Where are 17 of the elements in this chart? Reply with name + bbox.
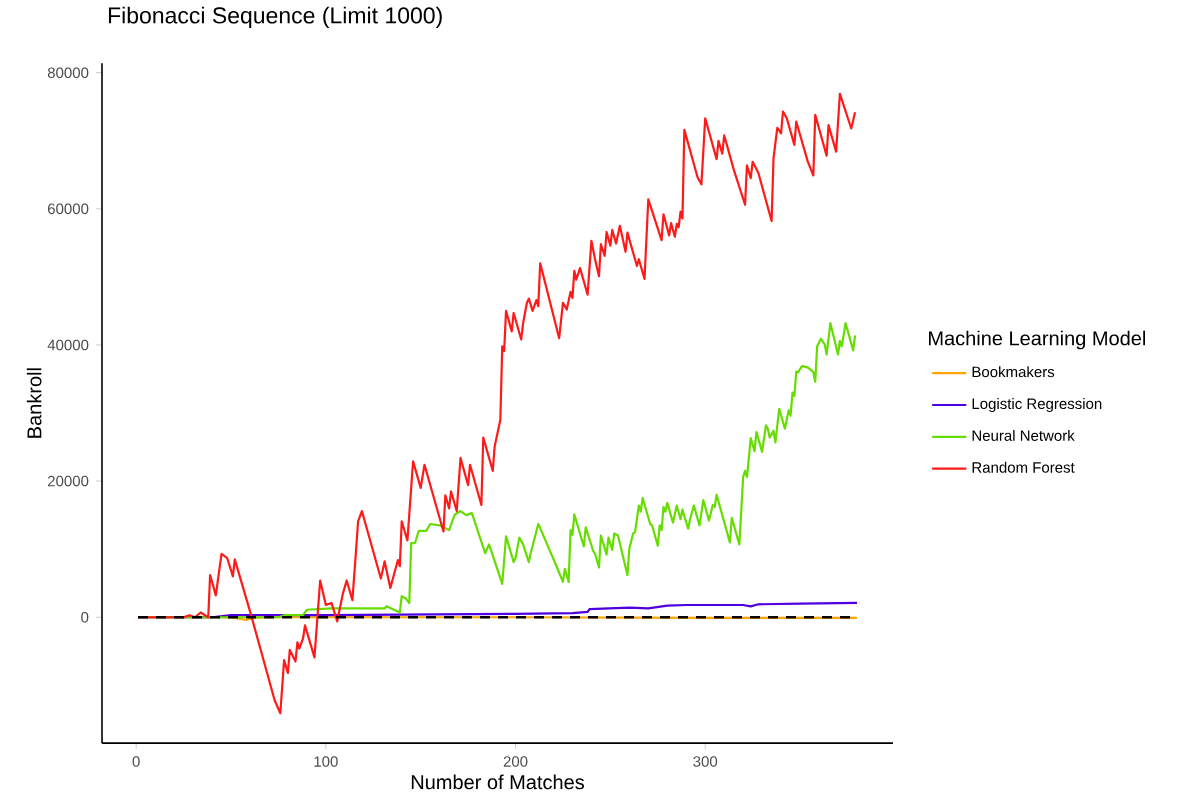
chart-title: Fibonacci Sequence (Limit 1000): [108, 6, 442, 29]
y-tick-label: 60000: [47, 203, 89, 215]
x-tick-label: 200: [503, 756, 528, 767]
x-axis-title: Number of Matches: [411, 774, 585, 790]
x-tick-label: 100: [314, 756, 338, 767]
x-tick-label: 300: [693, 756, 718, 767]
legend-label: Neural Network: [972, 429, 1075, 441]
y-tick-label: 80000: [47, 67, 89, 78]
y-tick-label: 40000: [47, 339, 89, 351]
legend-label: Random Forest: [972, 461, 1075, 473]
x-tick-label: 0: [132, 756, 140, 767]
y-tick-label: 0: [81, 611, 89, 623]
y-tick-label: 20000: [47, 475, 89, 487]
legend-label: Bookmakers: [972, 366, 1055, 378]
legend-title: Machine Learning Model: [929, 330, 1146, 350]
y-axis-title: Bankroll: [26, 368, 42, 438]
legend-label: Logistic Regression: [972, 397, 1102, 412]
